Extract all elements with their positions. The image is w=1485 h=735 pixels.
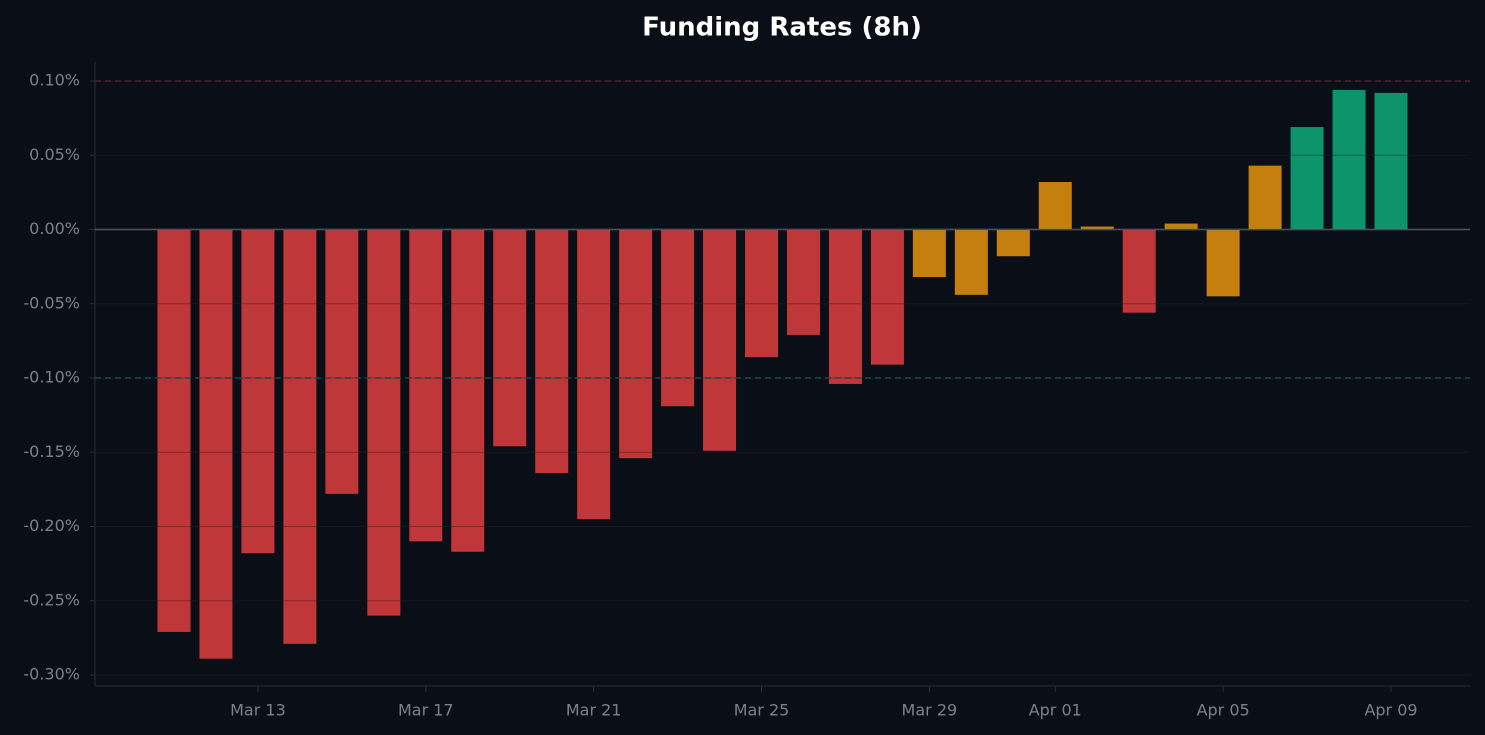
x-tick-label: Apr 05	[1197, 701, 1250, 720]
y-tick-label: 0.05%	[29, 145, 80, 164]
bar	[241, 229, 275, 554]
x-tick-label: Mar 29	[902, 701, 958, 720]
bar	[1290, 127, 1324, 230]
bar	[1038, 181, 1072, 230]
bar	[157, 229, 191, 632]
y-tick-label: 0.00%	[29, 219, 80, 238]
bar	[661, 229, 695, 407]
bar	[786, 229, 820, 335]
y-tick-label: -0.15%	[23, 442, 80, 461]
bar	[577, 229, 611, 520]
bar	[325, 229, 359, 494]
bar	[1206, 229, 1240, 297]
x-tick-label: Apr 09	[1364, 701, 1417, 720]
x-tick-label: Mar 21	[566, 701, 622, 720]
bar	[745, 229, 779, 358]
bar	[1374, 92, 1408, 230]
bar	[619, 229, 653, 459]
bar	[996, 229, 1030, 257]
bar	[703, 229, 737, 451]
y-tick-label: -0.20%	[23, 516, 80, 535]
x-tick-label: Apr 01	[1029, 701, 1082, 720]
bar	[1080, 226, 1114, 230]
bar	[912, 229, 946, 278]
bar	[1248, 165, 1282, 230]
bar	[870, 229, 904, 365]
bar	[1122, 229, 1156, 313]
bar	[493, 229, 527, 447]
x-tick-label: Mar 25	[734, 701, 790, 720]
y-tick-label: -0.30%	[23, 665, 80, 684]
y-tick-label: -0.25%	[23, 590, 80, 609]
bar	[954, 229, 988, 295]
bar	[367, 229, 401, 616]
bar	[451, 229, 485, 552]
chart-title: Funding Rates (8h)	[642, 13, 922, 43]
x-tick-label: Mar 17	[398, 701, 454, 720]
bar	[283, 229, 317, 644]
y-tick-label: -0.05%	[23, 293, 80, 312]
bar	[1332, 89, 1366, 230]
bar	[828, 229, 862, 384]
bar	[535, 229, 569, 474]
bar	[199, 229, 233, 659]
bar	[1164, 223, 1198, 230]
y-tick-label: 0.10%	[29, 71, 80, 90]
y-tick-label: -0.10%	[23, 368, 80, 387]
x-tick-label: Mar 13	[230, 701, 286, 720]
bar	[409, 229, 443, 542]
